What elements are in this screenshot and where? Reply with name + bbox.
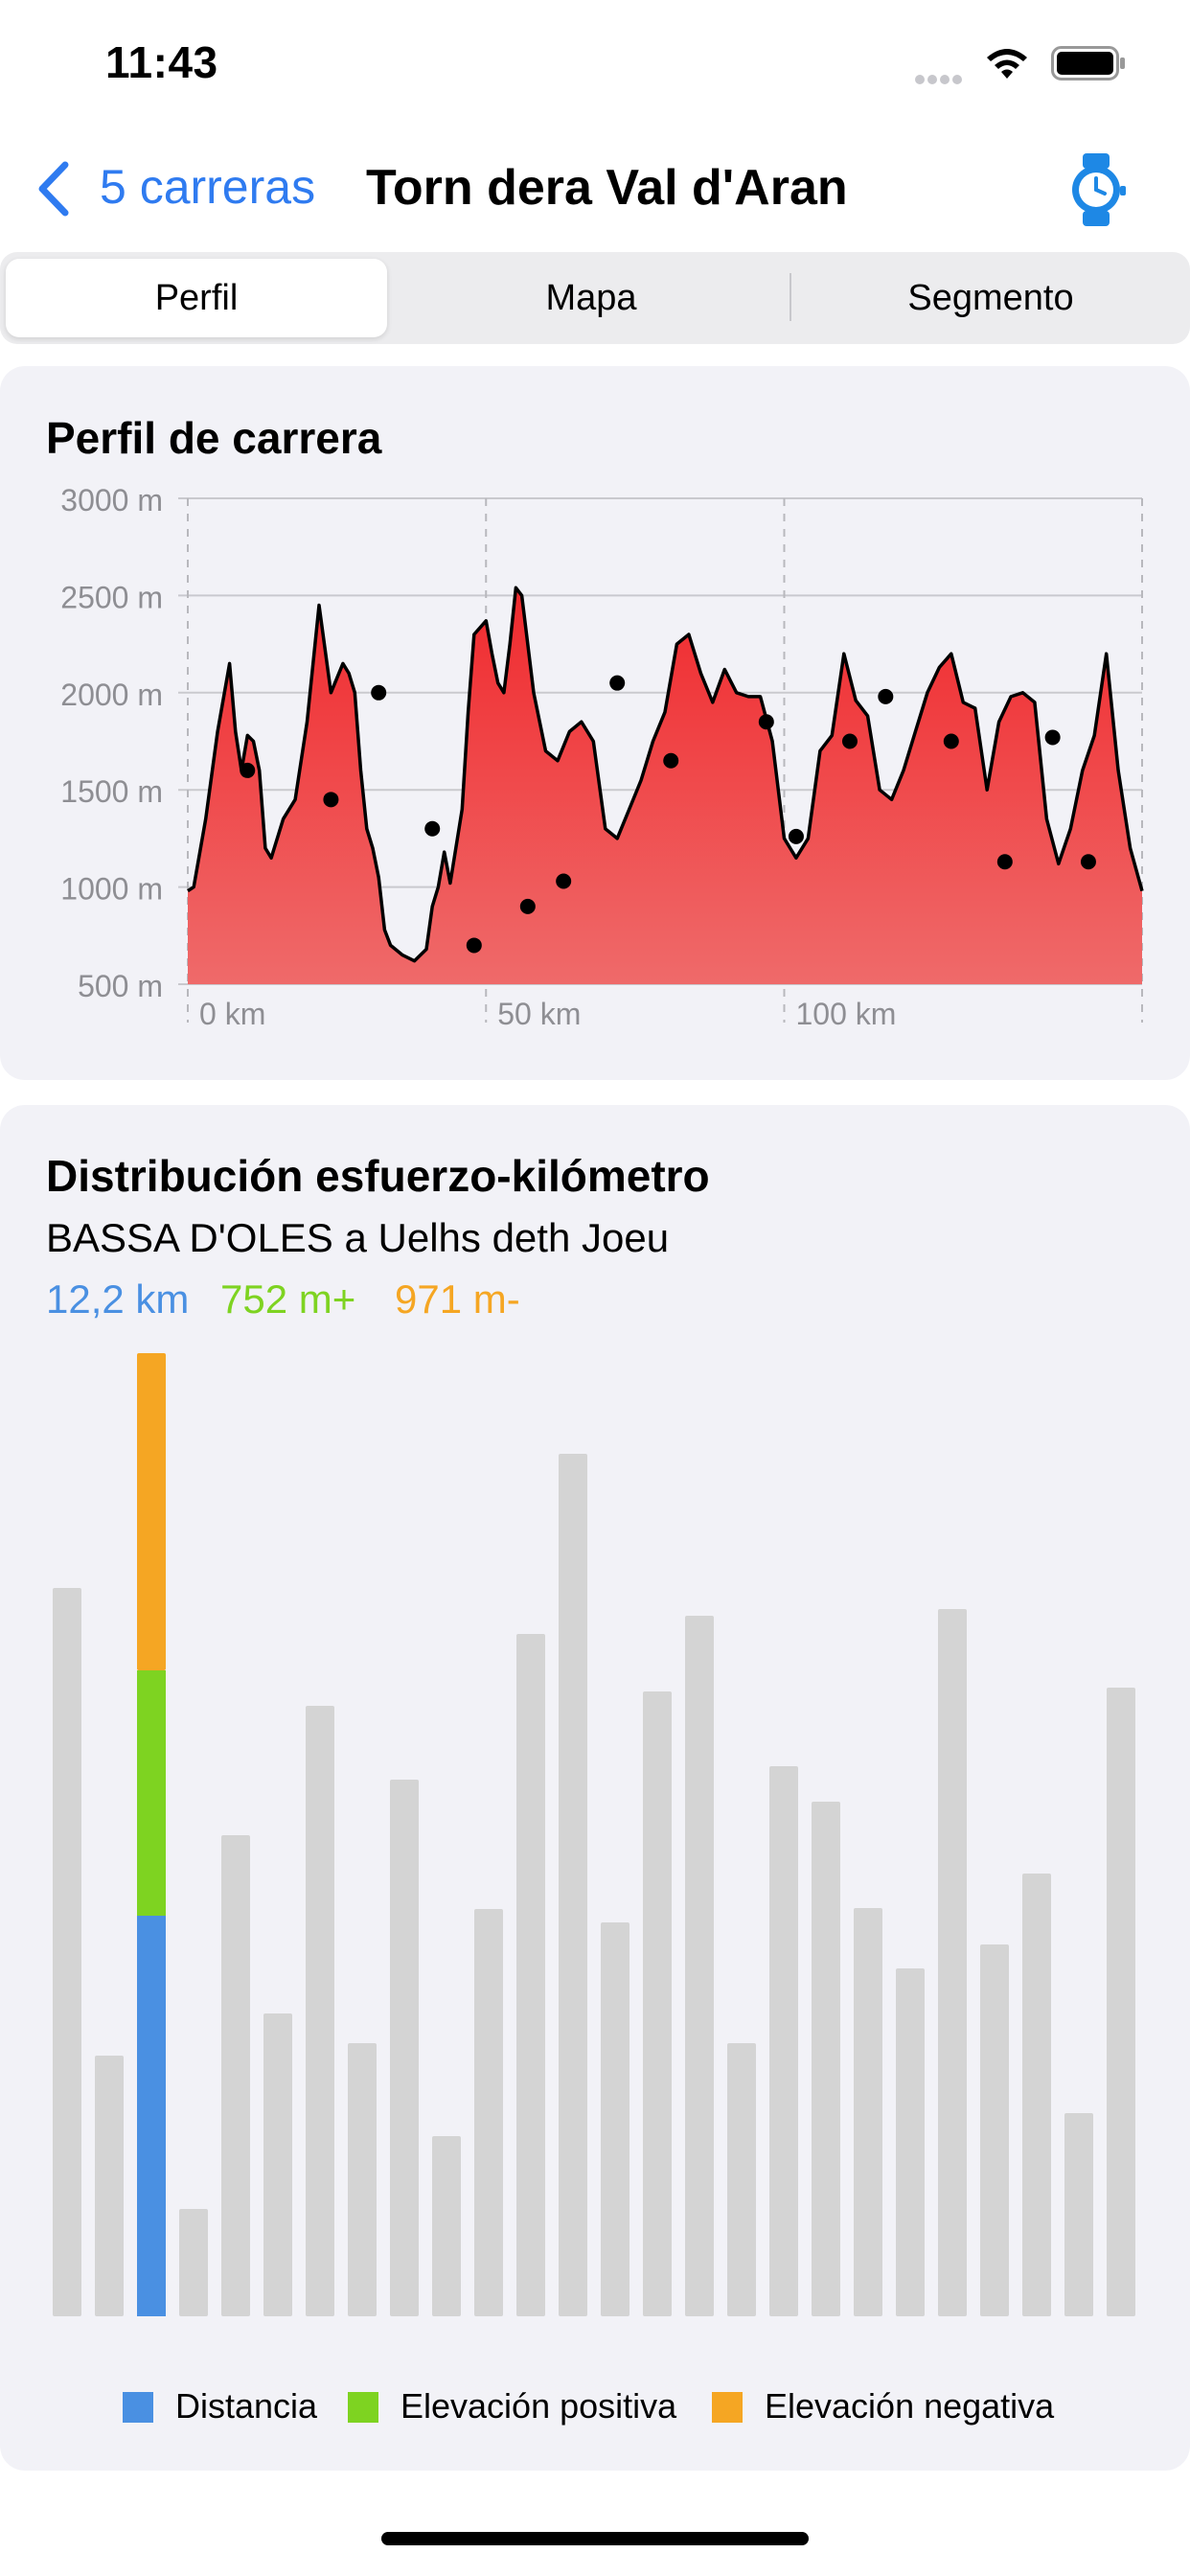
x-tick-label: 50 km xyxy=(497,997,581,1031)
legend-label-distance: Distancia xyxy=(175,2386,318,2426)
checkpoint-marker xyxy=(371,684,387,701)
bar xyxy=(348,2043,377,2316)
y-tick-label: 3000 m xyxy=(60,483,163,518)
checkpoint-marker xyxy=(996,854,1013,870)
checkpoint-marker xyxy=(1080,854,1096,870)
bar xyxy=(854,1908,882,2316)
bar xyxy=(432,2136,461,2316)
bar xyxy=(769,1766,798,2316)
bar xyxy=(643,1691,672,2316)
bar xyxy=(559,1454,587,2316)
checkpoint-marker xyxy=(424,820,441,837)
checkpoint-marker xyxy=(878,688,894,704)
bar xyxy=(896,1968,925,2316)
tab-segmento[interactable]: Segmento xyxy=(907,278,1074,318)
legend-swatch-positive xyxy=(348,2392,378,2423)
bar xyxy=(1064,2113,1093,2316)
back-button[interactable]: 5 carreras xyxy=(100,160,316,214)
status-time: 11:43 xyxy=(105,37,218,87)
tab-divider xyxy=(790,273,791,321)
y-tick-label: 2000 m xyxy=(60,678,163,712)
checkpoint-marker xyxy=(240,762,256,778)
y-tick-label: 2500 m xyxy=(60,580,163,614)
bar-distance xyxy=(137,1916,166,2316)
watch-icon[interactable] xyxy=(1064,151,1129,228)
bar-positive xyxy=(137,1670,166,1916)
checkpoint-marker xyxy=(663,752,679,769)
bar xyxy=(306,1706,334,2316)
legend-swatch-negative xyxy=(712,2392,743,2423)
checkpoint-marker xyxy=(841,733,858,749)
bar xyxy=(601,1922,629,2316)
bar xyxy=(685,1616,714,2316)
effort-bar-chart[interactable] xyxy=(0,1342,1190,2329)
stat-negative-elevation: 971 m- xyxy=(395,1276,520,1322)
profile-title: Perfil de carrera xyxy=(46,413,382,463)
checkpoint-marker xyxy=(556,873,572,889)
bar xyxy=(812,1802,840,2316)
bar xyxy=(53,1588,81,2316)
checkpoint-marker xyxy=(943,733,959,749)
bar xyxy=(474,1909,503,2316)
elevation-area xyxy=(188,587,1142,984)
bar xyxy=(95,2056,124,2316)
checkpoint-marker xyxy=(758,714,774,730)
bar xyxy=(1107,1688,1135,2316)
tab-perfil[interactable]: Perfil xyxy=(154,278,239,318)
effort-title: Distribución esfuerzo-kilómetro xyxy=(46,1151,710,1201)
bar xyxy=(221,1835,250,2316)
y-tick-label: 500 m xyxy=(78,969,163,1003)
battery-icon xyxy=(1051,46,1125,80)
tab-selected-indicator xyxy=(6,259,387,337)
elevation-profile-chart[interactable]: 500 m 1000 m 1500 m 2000 m 2500 m 3000 m 0 km 5… xyxy=(0,470,1190,1045)
bar xyxy=(938,1609,967,2316)
stat-distance: 12,2 km xyxy=(46,1276,190,1322)
bar xyxy=(727,2043,756,2316)
home-indicator xyxy=(381,2532,809,2545)
y-tick-label: 1000 m xyxy=(60,872,163,907)
y-tick-label: 1500 m xyxy=(60,774,163,809)
back-chevron-icon[interactable] xyxy=(34,159,73,218)
legend-swatch-distance xyxy=(123,2392,153,2423)
bar xyxy=(980,1944,1009,2316)
bar-negative xyxy=(137,1353,166,1670)
wifi-icon xyxy=(987,49,1027,79)
bar xyxy=(1022,1874,1051,2316)
x-tick-label: 0 km xyxy=(199,997,265,1031)
checkpoint-marker xyxy=(519,898,536,914)
checkpoint-marker xyxy=(1044,729,1061,746)
segment-name: BASSA D'OLES a Uelhs deth Joeu xyxy=(46,1215,670,1260)
checkpoint-marker xyxy=(323,792,339,808)
bar xyxy=(263,2013,292,2316)
legend-label-positive: Elevación positiva xyxy=(400,2386,677,2426)
cellular-signal-icon xyxy=(915,72,965,89)
checkpoint-marker xyxy=(609,675,626,691)
checkpoint-marker xyxy=(788,828,804,844)
bar xyxy=(516,1634,545,2316)
bar xyxy=(179,2209,208,2316)
elevation-line xyxy=(187,586,1144,963)
checkpoint-marker xyxy=(466,937,482,954)
stat-positive-elevation: 752 m+ xyxy=(220,1276,356,1322)
legend-label-negative: Elevación negativa xyxy=(765,2386,1055,2426)
bar xyxy=(390,1780,419,2316)
x-tick-label: 100 km xyxy=(796,997,897,1031)
tab-mapa[interactable]: Mapa xyxy=(545,278,637,318)
page-title: Torn dera Val d'Aran xyxy=(366,160,848,216)
